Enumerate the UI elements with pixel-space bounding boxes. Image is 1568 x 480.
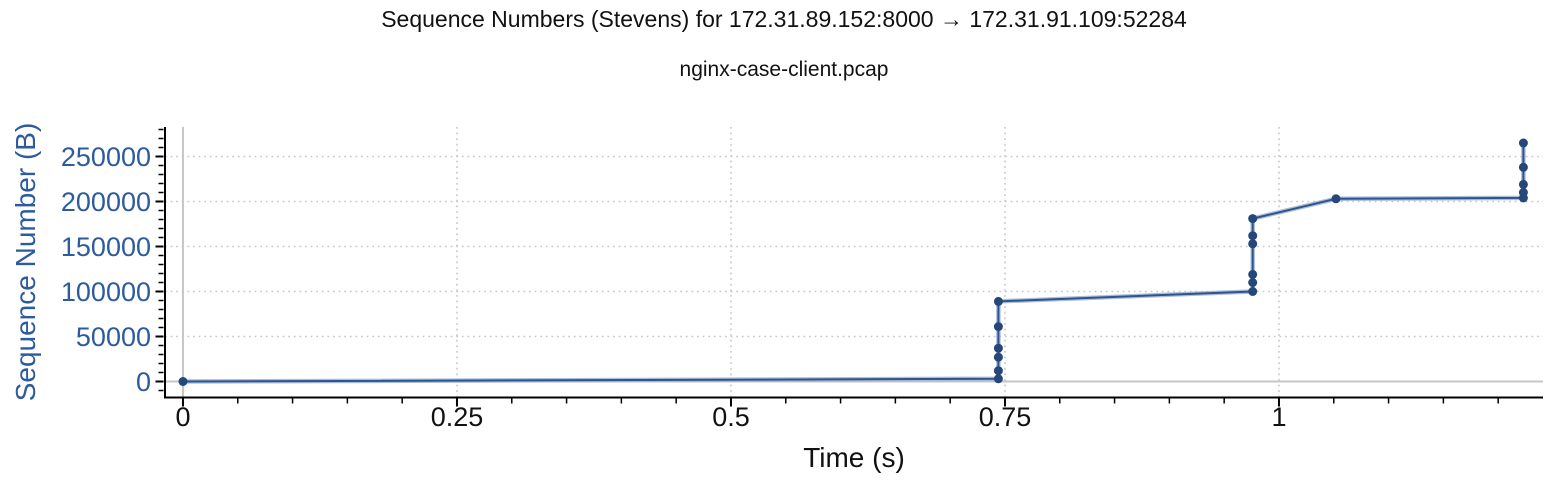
data-point-marker: [993, 343, 1003, 353]
data-point-marker: [1248, 278, 1258, 287]
y-tick-label: 150000: [61, 232, 151, 262]
data-point-marker: [993, 366, 1003, 376]
data-point-marker: [993, 352, 1003, 362]
data-point-marker: [178, 377, 188, 386]
data-point-marker: [993, 374, 1003, 384]
data-point-marker: [1248, 231, 1258, 241]
y-tick-label: 200000: [61, 187, 151, 217]
data-point-marker: [1248, 214, 1258, 224]
x-tick-label: 0.75: [979, 402, 1032, 432]
data-point-marker: [1518, 179, 1528, 189]
data-point-marker: [1248, 239, 1258, 249]
data-point-marker: [1248, 287, 1258, 296]
data-point-marker: [993, 296, 1003, 306]
series-line-casing: [182, 143, 1526, 384]
data-point-marker: [993, 322, 1003, 332]
y-tick-label: 250000: [61, 142, 151, 172]
data-point-marker: [1331, 194, 1341, 204]
x-axis-title: Time (s): [803, 442, 905, 473]
y-tick-label: 50000: [76, 322, 151, 352]
chart-title: Sequence Numbers (Stevens) for 172.31.89…: [381, 6, 1187, 32]
x-tick-label: 0.5: [712, 402, 750, 432]
chart-subtitle: nginx-case-client.pcap: [679, 58, 889, 81]
y-tick-label: 100000: [61, 277, 151, 307]
data-point-marker: [1518, 162, 1528, 172]
data-point-marker: [1518, 188, 1528, 197]
data-point-marker: [1248, 269, 1258, 279]
data-point-marker: [1518, 138, 1528, 148]
series-line: [182, 143, 1525, 383]
x-tick-label: 1: [1271, 402, 1286, 432]
x-tick-label: 0.25: [431, 402, 484, 432]
y-tick-label: 0: [136, 367, 151, 397]
x-tick-label: 0: [175, 402, 190, 432]
